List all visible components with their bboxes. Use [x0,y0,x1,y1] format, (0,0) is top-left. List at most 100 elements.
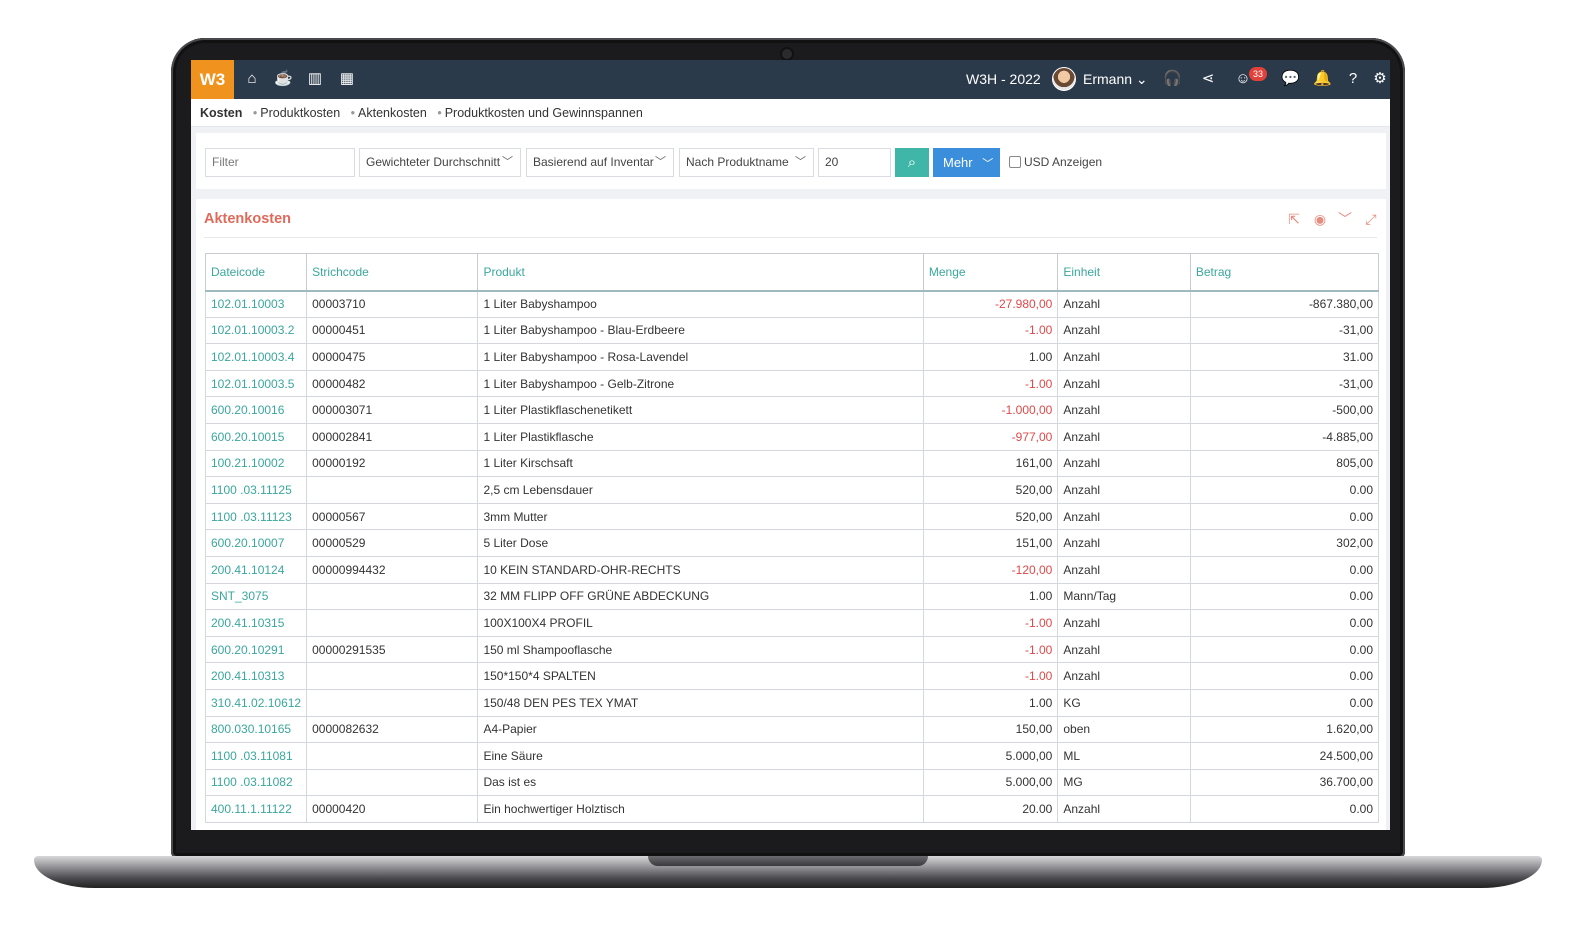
einheit-cell: Anzahl [1057,502,1191,531]
einheit-cell: MG [1057,768,1191,797]
column-header[interactable]: Einheit [1057,253,1191,292]
table-row[interactable]: 102.01.10003.2 00000451 1 Liter Babyshampo… [204,316,1380,345]
coffee-icon[interactable]: ☕ [274,70,293,87]
table-row[interactable]: 200.41.10124 00000994432 10 KEIN STANDARD-… [204,555,1380,584]
filter-input[interactable]: Filter [205,148,355,177]
bell-icon[interactable]: 🔔 [1313,70,1332,87]
cost-table: Dateicode Strichcode Produkt Menge Einhe… [204,253,1380,823]
app-screen: W3 ⌂ ☕ ▥ ▦ W3H - 2022 Ermann ⌄ 🎧 ⋖ ☺ 33 … [191,60,1390,830]
avatar[interactable] [1052,67,1076,91]
usd-checkbox[interactable] [1009,156,1021,168]
strichcode-cell [306,609,479,637]
dateicode-cell[interactable]: 800.030.10165 [204,715,308,744]
breadcrumb-item[interactable]: Produktkosten [260,106,341,120]
chevron-down-icon[interactable]: ﹀ [1338,211,1352,227]
table-row[interactable]: 310.41.02.10612 150/48 DEN PES TEX YMAT 1.… [204,688,1380,717]
dateicode-cell[interactable]: 102.01.10003.2 [204,316,308,345]
help-icon[interactable]: ? [1348,70,1358,87]
table-row[interactable]: 200.41.10315 100X100X4 PROFIL -1.00 Anzahl 0… [204,609,1380,637]
table-row[interactable]: 1100 .03.11081 Eine Säure 5.000,00 ML 24.500… [204,742,1380,770]
chat-icon[interactable]: 💬 [1281,70,1300,87]
table-row[interactable]: 100.21.10002 00000192 1 Liter Kirschsaft 16… [204,449,1380,478]
headset-icon[interactable]: 🎧 [1163,70,1182,87]
dateicode-cell[interactable]: 102.01.10003.4 [204,343,308,371]
betrag-cell: 0.00 [1189,662,1380,690]
table-row[interactable]: 600.20.10016 000003071 1 Liter Plastikflas… [204,396,1380,424]
dateicode-cell[interactable]: 200.41.10124 [204,555,308,584]
more-button[interactable]: Mehr ﹀ [933,148,1000,177]
column-header[interactable]: Menge [922,253,1059,292]
menge-cell: -977,00 [922,422,1059,451]
column-header[interactable]: Betrag [1189,253,1380,292]
column-header[interactable]: Produkt [477,253,924,292]
table-row[interactable]: 800.030.10165 0000082632 A4-Papier 150,00 ob… [204,715,1380,744]
breadcrumb-root[interactable]: Kosten [200,106,243,120]
betrag-cell: 0.00 [1189,476,1380,504]
share-icon[interactable]: ⋖ [1201,70,1215,87]
betrag-cell: -500,00 [1189,396,1380,424]
table-row[interactable]: 1100 .03.11082 Das ist es 5.000,00 MG 36.700… [204,768,1380,797]
app-logo[interactable]: W3 [191,60,234,99]
strichcode-cell: 00000482 [306,369,479,398]
dateicode-cell[interactable]: 200.41.10313 [204,662,308,690]
produkt-cell: Ein hochwertiger Holztisch [477,795,924,823]
gear-icon[interactable]: ⚙ [1373,70,1387,87]
dateicode-cell[interactable]: 102.01.10003 [204,290,308,318]
table-row[interactable]: 400.11.1.11122 00000420 Ein hochwertiger H… [204,795,1380,823]
table-row[interactable]: 200.41.10313 150*150*4 SPALTEN -1.00 Anzahl… [204,662,1380,690]
table-row[interactable]: 600.20.10015 000002841 1 Liter Plastikflas… [204,422,1380,451]
calendar-icon[interactable]: ▦ [339,70,355,87]
eye-icon[interactable]: ◉ [1313,211,1327,227]
produkt-cell: 32 MM FLIPP OFF GRÜNE ABDECKUNG [477,582,924,611]
dateicode-cell[interactable]: 600.20.10291 [204,635,308,664]
dateicode-cell[interactable]: SNT_3075 [204,582,308,611]
dateicode-cell[interactable]: 100.21.10002 [204,449,308,478]
table-row[interactable]: SNT_3075 32 MM FLIPP OFF GRÜNE ABDECKUNG 1… [204,582,1380,611]
company-selector[interactable]: W3H - 2022 [966,71,1041,87]
column-header[interactable]: Dateicode [204,253,308,292]
smiley-icon[interactable]: ☺ [1235,70,1251,87]
column-header[interactable]: Strichcode [306,253,479,292]
limit-input[interactable]: 20 [818,148,891,177]
export-icon[interactable]: ⇱ [1288,211,1300,227]
table-row[interactable]: 1100 .03.11123 00000567 3mm Mutter 520,00 An… [204,502,1380,531]
usd-toggle[interactable]: USD Anzeigen [1009,155,1102,169]
table-row[interactable]: 600.20.10007 00000529 5 Liter Dose 151,00 An… [204,529,1380,557]
sort-select[interactable]: Nach Produktname ﹀ [679,148,814,177]
table-row[interactable]: 102.01.10003 00003710 1 Liter Babyshampoo -… [204,290,1380,318]
menge-cell: 1.00 [922,343,1059,371]
breadcrumb-item[interactable]: Aktenkosten [358,106,427,120]
dateicode-cell[interactable]: 600.20.10015 [204,422,308,451]
produkt-cell: 150 ml Shampooflasche [477,635,924,664]
table-row[interactable]: 102.01.10003.5 00000482 1 Liter Babyshampo… [204,369,1380,398]
user-menu[interactable]: Ermann ⌄ [1083,71,1148,87]
dateicode-cell[interactable]: 102.01.10003.5 [204,369,308,398]
betrag-cell: 0.00 [1189,688,1380,717]
basis-select[interactable]: Basierend auf Inventar ﹀ [526,148,674,177]
table-row[interactable]: 600.20.10291 00000291535 150 ml Shampoofla… [204,635,1380,664]
strichcode-cell [306,688,479,717]
produkt-cell: 1 Liter Babyshampoo - Blau-Erdbeere [477,316,924,345]
table-row[interactable]: 102.01.10003.4 00000475 1 Liter Babyshampo… [204,343,1380,371]
betrag-cell: -31,00 [1189,316,1380,345]
dateicode-cell[interactable]: 310.41.02.10612 [204,688,308,717]
home-icon[interactable]: ⌂ [247,70,257,87]
strichcode-cell: 00003710 [306,290,479,318]
dateicode-cell[interactable]: 1100 .03.11125 [204,476,308,504]
table-row[interactable]: 1100 .03.11125 2,5 cm Lebensdauer 520,00 An… [204,476,1380,504]
dateicode-cell[interactable]: 1100 .03.11082 [204,768,308,797]
search-button[interactable]: ⌕ [895,148,929,177]
dateicode-cell[interactable]: 400.11.1.11122 [204,795,308,823]
method-select[interactable]: Gewichteter Durchschnitt ﹀ [359,148,521,177]
dateicode-cell[interactable]: 600.20.10016 [204,396,308,424]
expand-icon[interactable]: ⤢ [1365,211,1377,227]
breadcrumb-item[interactable]: Produktkosten und Gewinnspannen [444,106,643,120]
dateicode-cell[interactable]: 600.20.10007 [204,529,308,557]
dateicode-cell[interactable]: 200.41.10315 [204,609,308,637]
menge-cell: -1.00 [922,609,1059,637]
chart-icon[interactable]: ▥ [307,70,323,87]
dateicode-cell[interactable]: 1100 .03.11081 [204,742,308,770]
dateicode-cell[interactable]: 1100 .03.11123 [204,502,308,531]
betrag-cell: 1.620,00 [1189,715,1380,744]
produkt-cell: 10 KEIN STANDARD-OHR-RECHTS [477,555,924,584]
